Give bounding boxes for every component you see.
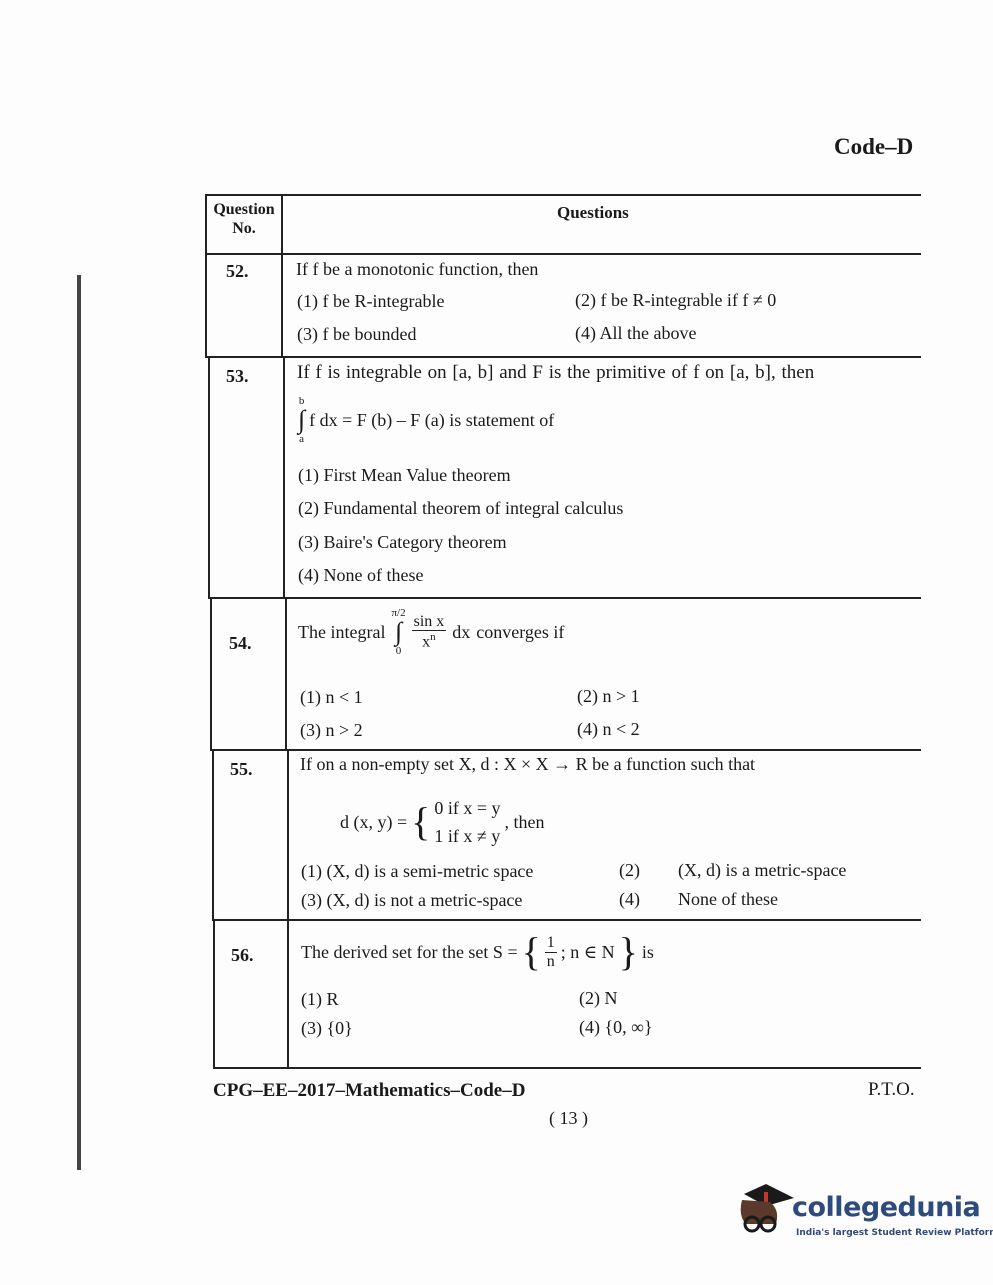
question-number: 54. — [229, 633, 252, 653]
option: (1) n < 1 — [300, 687, 363, 707]
formula: f dx = F (b) – F (a) is statement of — [309, 409, 555, 430]
brace: { — [411, 799, 431, 844]
option: (2) n > 1 — [577, 686, 640, 706]
option: (4) n < 2 — [577, 719, 640, 739]
option: (3) f be bounded — [297, 324, 417, 344]
option-number: (2) — [619, 860, 640, 880]
logo-name: collegedunia — [792, 1192, 981, 1223]
option: (2) N — [579, 988, 618, 1008]
dx: dx — [452, 621, 471, 642]
divider — [205, 356, 921, 358]
integral-formula-row: b ∫ a f dx = F (b) – F (a) is statement … — [298, 395, 554, 445]
column-header-questions: Questions — [557, 203, 629, 222]
question-text: If f is integrable on [a, b] and F is th… — [297, 362, 815, 383]
code-label: Code–D — [834, 134, 914, 159]
question-number: 55. — [230, 759, 253, 779]
option: (4) {0, ∞} — [579, 1017, 653, 1037]
option: (3) Baire's Category theorem — [298, 532, 507, 552]
divider — [213, 919, 215, 1069]
question-text: converges if — [476, 621, 565, 642]
brace-right: } — [618, 929, 638, 974]
option: (4) None of these — [298, 565, 424, 585]
cases: 0 if x = y 1 if x ≠ y — [434, 794, 500, 850]
question-number: 53. — [226, 366, 249, 386]
denominator: xn — [422, 631, 436, 651]
footer-code: CPG–EE–2017–Mathematics–Code–D — [213, 1080, 526, 1101]
question-text: The integral — [298, 621, 386, 642]
then: , then — [504, 811, 545, 832]
integral-upper-limit: π/2 — [391, 607, 406, 619]
logo-tagline: India's largest Student Review Platform — [796, 1228, 993, 1238]
column-header-question-no: Question No. — [213, 201, 275, 237]
base: x — [422, 633, 431, 651]
integral-lower-limit: 0 — [395, 645, 402, 657]
divider — [208, 597, 921, 599]
integral-sign: ∫ — [394, 617, 403, 646]
integral-lower-limit: a — [299, 433, 304, 445]
divider — [208, 356, 210, 598]
set-definition-row: The derived set for the set S = { 1 n ; … — [301, 930, 654, 974]
question-number: 56. — [231, 945, 254, 965]
divider — [205, 194, 921, 196]
divider — [213, 1067, 921, 1069]
divider — [285, 597, 287, 750]
integral: π/2 ∫ 0 — [391, 607, 405, 657]
option: (1) (X, d) is a semi-metric space — [301, 861, 534, 881]
integral: b ∫ a — [298, 395, 305, 445]
denominator: n — [546, 952, 555, 970]
option: (2) Fundamental theorem of integral calc… — [298, 498, 624, 518]
option: (X, d) is a metric-space — [678, 860, 847, 880]
set-condition: ; n ∈ N — [560, 941, 615, 962]
option-number: (4) — [619, 889, 640, 909]
option: (4) All the above — [575, 323, 697, 343]
option: (2) f be R-integrable if f ≠ 0 — [575, 290, 777, 310]
divider — [287, 919, 289, 1069]
integral-upper-limit: b — [298, 395, 305, 407]
question-text: If f be a monotonic function, then — [296, 259, 539, 279]
pto: P.T.O. — [868, 1079, 915, 1100]
question-number: 52. — [226, 261, 249, 281]
option: (3) (X, d) is not a metric-space — [301, 890, 523, 910]
case-1: 0 if x = y — [434, 798, 501, 818]
question-text: is — [641, 941, 654, 962]
divider — [283, 356, 285, 598]
brace-left: { — [521, 929, 541, 974]
option: (1) f be R-integrable — [297, 291, 445, 311]
option: (3) {0} — [301, 1018, 353, 1038]
page-number: ( 13 ) — [549, 1108, 588, 1128]
numerator: 1 — [544, 933, 557, 953]
divider — [205, 194, 207, 357]
divider — [212, 919, 921, 921]
divider — [212, 749, 214, 920]
option: (1) R — [301, 989, 339, 1009]
integral-formula-row: The integral π/2 ∫ 0 sin x xn dx converg… — [298, 607, 564, 657]
collegedunia-logo: collegedunia India's largest Student Rev… — [736, 1180, 993, 1250]
option: (3) n > 2 — [300, 720, 363, 740]
divider — [205, 253, 921, 255]
question-text: The derived set for the set S = — [301, 941, 518, 962]
fraction: sin x xn — [411, 612, 447, 652]
question-text: If on a non-empty set X, d : X × X → R b… — [300, 754, 756, 774]
divider — [281, 194, 283, 357]
case-2: 1 if x ≠ y — [434, 826, 501, 846]
scan-edge — [77, 275, 81, 1170]
integral-sign: ∫ — [298, 405, 306, 434]
mascot-icon — [740, 1184, 794, 1233]
divider — [210, 597, 212, 750]
divider — [287, 749, 289, 920]
exponent: n — [430, 631, 436, 644]
option: (1) First Mean Value theorem — [298, 465, 511, 485]
fraction: 1 n — [544, 933, 557, 970]
divider — [210, 749, 921, 751]
formula-lhs: d (x, y) = — [340, 811, 408, 832]
numerator: sin x — [411, 612, 447, 632]
piecewise-definition: d (x, y) = { 0 if x = y 1 if x ≠ y , the… — [340, 794, 545, 850]
option: None of these — [678, 889, 778, 909]
